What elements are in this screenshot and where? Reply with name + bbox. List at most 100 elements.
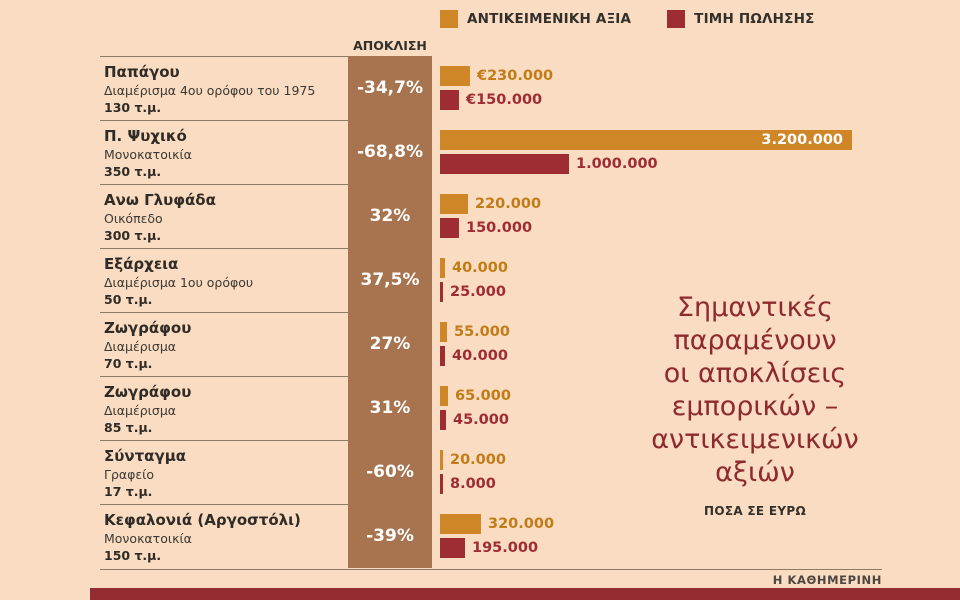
property-name: Π. Ψυχικό	[104, 127, 187, 145]
objective-value-bar	[440, 258, 445, 278]
sale-bar-line: 195.000	[440, 538, 554, 558]
objective-value-label: 55.000	[454, 324, 510, 340]
row-divider	[100, 184, 348, 185]
headline-line: αξιών	[715, 456, 795, 488]
objective-value-label: €230.000	[477, 68, 554, 84]
property-row: Π. Ψυχικό Μονοκατοικία 350 τ.μ. -68,8% 3…	[100, 120, 900, 184]
objective-bar-line: 3.200.000	[440, 130, 852, 150]
deviation-value: -39%	[366, 526, 414, 546]
bar-group: 320.000 195.000	[440, 514, 554, 562]
sale-price-label: 45.000	[453, 412, 509, 428]
property-name: Παπάγου	[104, 63, 180, 81]
property-size: 130 τ.μ.	[104, 100, 162, 115]
row-divider	[100, 504, 348, 505]
objective-value-label: 220.000	[475, 196, 542, 212]
objective-color-swatch	[440, 10, 458, 28]
sale-bar-line: 40.000	[440, 346, 510, 366]
sale-price-bar	[440, 538, 465, 558]
objective-bar-line: 55.000	[440, 322, 510, 342]
sale-price-bar	[440, 218, 459, 238]
bar-group: 20.000 8.000	[440, 450, 506, 498]
bar-group: 3.200.000 1.000.000	[440, 130, 852, 178]
objective-bar-line: €230.000	[440, 66, 553, 86]
legend-label-objective: ΑΝΤΙΚΕΙΜΕΝΙΚΗ ΑΞΙΑ	[467, 11, 632, 27]
objective-value-label: 40.000	[452, 260, 508, 276]
sale-bar-line: 1.000.000	[440, 154, 852, 174]
property-description: Μονοκατοικία	[104, 531, 192, 546]
property-description: Διαμέρισμα	[104, 339, 177, 354]
deviation-value: 37,5%	[360, 270, 420, 290]
property-size: 70 τ.μ.	[104, 356, 153, 371]
sale-bar-line: 25.000	[440, 282, 508, 302]
sale-bar-line: 8.000	[440, 474, 506, 494]
property-row: Ανω Γλυφάδα Οικόπεδο 300 τ.μ. 32% 220.00…	[100, 184, 900, 248]
property-size: 150 τ.μ.	[104, 548, 162, 563]
objective-value-bar	[440, 386, 448, 406]
deviation-value: -68,8%	[356, 142, 424, 162]
property-info: Σύνταγμα Γραφείο 17 τ.μ.	[104, 447, 346, 499]
property-name: Ζωγράφου	[104, 319, 192, 337]
property-name: Ζωγράφου	[104, 383, 192, 401]
bar-group: 220.000 150.000	[440, 194, 541, 242]
property-row: Ζωγράφου Διαμέρισμα 85 τ.μ. 31% 65.000 4…	[100, 376, 900, 440]
property-row: Εξάρχεια Διαμέρισμα 1ου ορόφου 50 τ.μ. 3…	[100, 248, 900, 312]
chart-headline: Σημαντικές παραμένουν οι αποκλίσεις εμπο…	[612, 292, 898, 490]
property-size: 350 τ.μ.	[104, 164, 162, 179]
property-row: Κεφαλονιά (Αργοστόλι) Μονοκατοικία 150 τ…	[100, 504, 900, 568]
sale-price-label: 150.000	[466, 220, 533, 236]
row-divider	[100, 440, 348, 441]
property-row: Παπάγου Διαμέρισμα 4ου ορόφου του 1975 1…	[100, 56, 900, 120]
deviation-band	[348, 56, 432, 568]
bar-group: 65.000 45.000	[440, 386, 511, 434]
sale-price-label: 40.000	[452, 348, 508, 364]
objective-bar-line: 20.000	[440, 450, 506, 470]
property-description: Οικόπεδο	[104, 211, 163, 226]
property-info: Ζωγράφου Διαμέρισμα 85 τ.μ.	[104, 383, 346, 435]
objective-value-bar	[440, 66, 470, 86]
row-divider	[100, 376, 348, 377]
objective-value-bar	[440, 514, 481, 534]
objective-value-label: 320.000	[488, 516, 555, 532]
headline-line: οι αποκλίσεις	[663, 357, 847, 389]
property-size: 17 τ.μ.	[104, 484, 153, 499]
headline-line: Σημαντικές	[677, 292, 833, 323]
deviation-value: -60%	[366, 462, 414, 482]
sale-price-bar	[440, 282, 443, 302]
chart-rows: Παπάγου Διαμέρισμα 4ου ορόφου του 1975 1…	[100, 56, 900, 568]
row-divider	[100, 120, 348, 121]
property-name: Εξάρχεια	[104, 255, 179, 273]
objective-value-bar	[440, 322, 447, 342]
sale-price-bar	[440, 90, 459, 110]
sale-bar-line: 45.000	[440, 410, 511, 430]
property-size: 85 τ.μ.	[104, 420, 153, 435]
bar-group: 55.000 40.000	[440, 322, 510, 370]
deviation-value: 27%	[369, 334, 411, 354]
sale-price-label: €150.000	[466, 92, 543, 108]
deviation-value: 32%	[369, 206, 411, 226]
chart-legend: ΑΝΤΙΚΕΙΜΕΝΙΚΗ ΑΞΙΑ ΤΙΜΗ ΠΩΛΗΣΗΣ	[440, 10, 815, 28]
sale-price-label: 1.000.000	[576, 156, 658, 172]
property-size: 50 τ.μ.	[104, 292, 153, 307]
property-name: Κεφαλονιά (Αργοστόλι)	[104, 511, 301, 529]
objective-bar-line: 65.000	[440, 386, 511, 406]
property-row: Σύνταγμα Γραφείο 17 τ.μ. -60% 20.000 8.0…	[100, 440, 900, 504]
source-credit: Η ΚΑΘΗΜΕΡΙΝΗ	[772, 573, 882, 587]
objective-bar-line: 220.000	[440, 194, 541, 214]
sale-bar-line: €150.000	[440, 90, 553, 110]
property-name: Σύνταγμα	[104, 447, 187, 465]
property-info: Κεφαλονιά (Αργοστόλι) Μονοκατοικία 150 τ…	[104, 511, 346, 563]
sale-price-bar	[440, 410, 446, 430]
objective-bar-line: 40.000	[440, 258, 508, 278]
row-divider	[100, 312, 348, 313]
sale-price-label: 195.000	[472, 540, 539, 556]
objective-value-bar: 3.200.000	[440, 130, 852, 150]
bar-group: 40.000 25.000	[440, 258, 508, 306]
property-description: Μονοκατοικία	[104, 147, 192, 162]
objective-value-label: 65.000	[455, 388, 511, 404]
deviation-value: 31%	[369, 398, 411, 418]
property-size: 300 τ.μ.	[104, 228, 162, 243]
deviation-value: -34,7%	[356, 78, 424, 98]
objective-value-bar	[440, 194, 468, 214]
property-info: Ανω Γλυφάδα Οικόπεδο 300 τ.μ.	[104, 191, 346, 243]
legend-item-objective: ΑΝΤΙΚΕΙΜΕΝΙΚΗ ΑΞΙΑ	[440, 10, 631, 28]
